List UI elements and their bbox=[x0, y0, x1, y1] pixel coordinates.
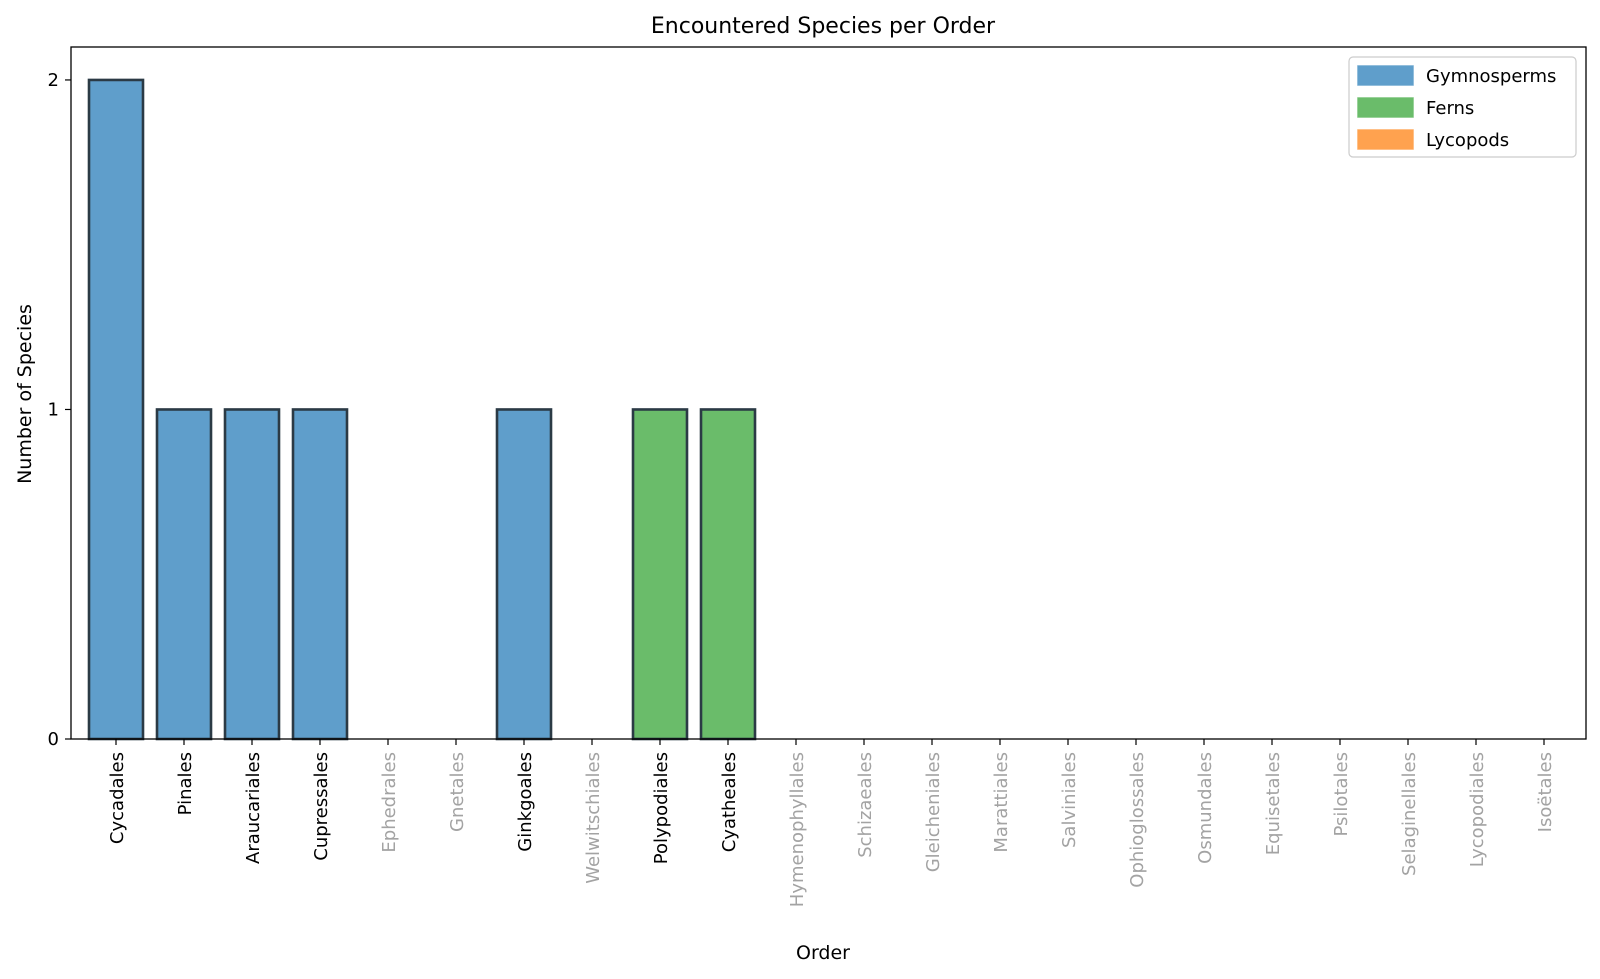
y-tick-label: 1 bbox=[48, 399, 59, 420]
x-tick-label: Ginkgoales bbox=[515, 752, 536, 852]
x-tick-label: Osmundales bbox=[1195, 752, 1216, 864]
y-tick-label: 2 bbox=[48, 70, 59, 91]
bar-araucariales bbox=[223, 408, 281, 741]
chart-title: Encountered Species per Order bbox=[651, 14, 996, 39]
x-tick-label: Ophioglossales bbox=[1127, 752, 1148, 888]
plot-frame bbox=[70, 46, 1587, 740]
bars-group bbox=[87, 78, 757, 741]
y-axis-label: Number of Species bbox=[14, 304, 36, 484]
x-tick-label: Polypodiales bbox=[651, 752, 672, 864]
x-tick-label: Equisetales bbox=[1263, 752, 1284, 855]
bar-polypodiales bbox=[631, 408, 689, 741]
bar-cupressales bbox=[291, 408, 349, 741]
x-axis-label: Order bbox=[796, 942, 850, 964]
x-tick-label: Gnetales bbox=[447, 752, 468, 832]
bar-cyatheales bbox=[699, 408, 757, 741]
legend-swatch-ferns bbox=[1357, 97, 1414, 118]
x-tick-label: Marattiales bbox=[991, 752, 1012, 853]
x-tick-label: Schizaeales bbox=[855, 752, 876, 858]
legend-label-gymnosperms: Gymnosperms bbox=[1426, 66, 1556, 87]
bar-ginkgoales bbox=[495, 408, 553, 741]
x-tick-label: Cyatheales bbox=[719, 752, 740, 852]
y-tick-label: 0 bbox=[48, 729, 59, 750]
x-tick-label: Pinales bbox=[175, 752, 196, 815]
x-tick-label: Gleicheniales bbox=[923, 752, 944, 872]
bar-cycadales bbox=[87, 78, 145, 741]
x-tick-label: Salviniales bbox=[1059, 752, 1080, 848]
x-tick-label: Selaginellales bbox=[1399, 752, 1420, 876]
legend-swatch-lycopods bbox=[1357, 129, 1414, 150]
x-tick-label: Welwitschiales bbox=[583, 752, 604, 884]
x-ticks-group: Cycadales Pinales Araucariales Cupressales E… bbox=[107, 739, 1556, 907]
x-tick-label: Lycopodiales bbox=[1467, 752, 1488, 867]
x-tick-label: Cycadales bbox=[107, 752, 128, 844]
bar-pinales bbox=[155, 408, 213, 741]
x-tick-label: Psilotales bbox=[1331, 752, 1352, 836]
x-tick-label: Araucariales bbox=[243, 752, 264, 864]
y-ticks-group: 0 1 2 bbox=[48, 70, 71, 750]
legend-label-ferns: Ferns bbox=[1426, 98, 1474, 119]
x-tick-label: Cupressales bbox=[311, 752, 332, 861]
x-tick-label: Hymenophyllales bbox=[787, 752, 808, 907]
legend-swatch-gymnosperms bbox=[1357, 65, 1414, 86]
x-tick-label: Isoëtales bbox=[1535, 752, 1556, 832]
legend: Gymnosperms Ferns Lycopods bbox=[1348, 56, 1577, 158]
x-tick-label: Ephedrales bbox=[379, 752, 400, 853]
legend-label-lycopods: Lycopods bbox=[1426, 130, 1509, 151]
